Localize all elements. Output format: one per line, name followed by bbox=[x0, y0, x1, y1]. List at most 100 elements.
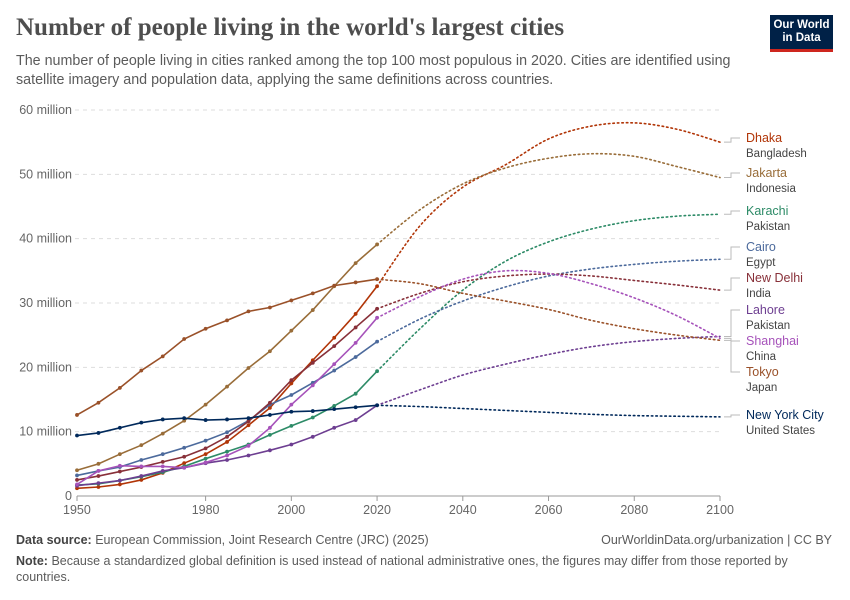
data-point-new-york-city bbox=[289, 409, 294, 414]
data-point-new-york-city bbox=[246, 416, 251, 421]
series-country-jakarta: Indonesia bbox=[746, 183, 796, 195]
x-tick-label: 2060 bbox=[535, 503, 563, 517]
data-point-tokyo bbox=[375, 277, 379, 282]
data-point-karachi bbox=[225, 449, 229, 454]
data-point-tokyo bbox=[289, 298, 294, 303]
data-point-cairo bbox=[203, 438, 208, 443]
series-label-tokyo: Tokyo bbox=[746, 365, 779, 379]
data-point-tokyo bbox=[246, 309, 251, 314]
note: Note: Because a standardized global defi… bbox=[16, 553, 826, 585]
projection-line-cairo bbox=[376, 258, 721, 343]
note-text: Because a standardized global definition… bbox=[16, 554, 788, 584]
data-point-tokyo bbox=[225, 318, 229, 323]
owid-logo[interactable]: Our World in Data bbox=[770, 15, 833, 52]
series-label-jakarta: Jakarta bbox=[746, 166, 787, 180]
data-point-cairo bbox=[160, 452, 165, 457]
data-point-new-york-city bbox=[375, 403, 379, 408]
data-point-cairo bbox=[225, 430, 229, 435]
data-point-new-delhi bbox=[160, 460, 165, 464]
data-point-new-york-city bbox=[310, 409, 315, 413]
data-point-lahore bbox=[225, 458, 229, 462]
y-tick-label: 50 million bbox=[19, 167, 72, 181]
label-connector bbox=[724, 172, 740, 179]
source-url[interactable]: OurWorldinData.org/urbanization | CC BY bbox=[601, 533, 832, 547]
label-connector bbox=[724, 210, 740, 215]
projection-line-tokyo bbox=[376, 278, 721, 342]
data-point-tokyo bbox=[182, 337, 187, 341]
data-point-lahore bbox=[139, 474, 144, 478]
series-country-dhaka: Bangladesh bbox=[746, 148, 807, 160]
data-point-new-york-city bbox=[160, 417, 165, 422]
data-point-dhaka bbox=[182, 461, 187, 466]
data-point-new-delhi bbox=[310, 360, 315, 365]
data-point-new-delhi bbox=[182, 454, 187, 459]
series-country-lahore: Pakistan bbox=[746, 320, 790, 332]
x-tick-label: 1980 bbox=[192, 503, 220, 517]
data-point-shanghai bbox=[203, 460, 208, 465]
projection-line-jakarta bbox=[376, 152, 721, 246]
data-point-tokyo bbox=[203, 326, 208, 331]
series-country-tokyo: Japan bbox=[746, 382, 777, 394]
data-point-dhaka bbox=[225, 440, 229, 444]
data-point-jakarta bbox=[117, 452, 122, 457]
series-label-lahore: Lahore bbox=[746, 303, 785, 317]
data-point-dhaka bbox=[139, 478, 144, 482]
data-point-new-york-city bbox=[75, 433, 79, 438]
data-point-shanghai bbox=[353, 340, 358, 345]
data-point-new-delhi bbox=[96, 474, 101, 478]
data-point-tokyo bbox=[96, 400, 101, 405]
data-point-new-york-city bbox=[203, 418, 208, 422]
projection-line-new-delhi bbox=[376, 273, 721, 310]
data-point-cairo bbox=[353, 355, 358, 359]
x-tick-label: 2000 bbox=[277, 503, 305, 517]
data-point-tokyo bbox=[117, 386, 122, 390]
data-point-jakarta bbox=[246, 366, 251, 370]
label-connector bbox=[724, 309, 740, 337]
data-point-jakarta bbox=[268, 349, 272, 354]
label-connector bbox=[724, 137, 740, 143]
data-point-jakarta bbox=[203, 402, 208, 407]
data-point-new-delhi bbox=[246, 419, 251, 424]
data-point-new-york-city bbox=[139, 420, 144, 425]
data-point-shanghai bbox=[75, 482, 79, 487]
data-point-lahore bbox=[332, 425, 337, 430]
data-point-new-delhi bbox=[203, 446, 208, 451]
data-point-jakarta bbox=[289, 328, 294, 333]
series-country-shanghai: China bbox=[746, 351, 777, 363]
data-point-dhaka bbox=[117, 482, 122, 487]
data-point-cairo bbox=[139, 458, 144, 462]
data-source: Data source: European Commission, Joint … bbox=[16, 533, 429, 547]
data-point-karachi bbox=[310, 415, 315, 420]
data-point-lahore bbox=[160, 469, 165, 473]
y-tick-label: 10 million bbox=[19, 425, 72, 439]
series-label-new-york-city: New York City bbox=[746, 408, 825, 422]
data-point-new-york-city bbox=[332, 407, 337, 412]
data-point-dhaka bbox=[332, 335, 337, 340]
label-connector bbox=[724, 414, 740, 418]
label-connector bbox=[724, 337, 740, 342]
data-point-shanghai bbox=[182, 465, 187, 470]
series-label-karachi: Karachi bbox=[746, 204, 788, 218]
data-point-shanghai bbox=[96, 469, 101, 473]
projection-line-shanghai bbox=[376, 269, 721, 340]
data-point-new-delhi bbox=[117, 469, 122, 474]
y-tick-label: 30 million bbox=[19, 296, 72, 310]
data-point-tokyo bbox=[353, 280, 358, 285]
data-point-karachi bbox=[375, 369, 379, 374]
data-point-lahore bbox=[353, 418, 358, 422]
data-point-shanghai bbox=[332, 362, 337, 367]
data-point-new-york-city bbox=[225, 417, 229, 422]
data-point-new-delhi bbox=[353, 325, 358, 330]
data-point-shanghai bbox=[310, 383, 315, 388]
data-point-jakarta bbox=[375, 242, 379, 247]
data-point-lahore bbox=[117, 478, 122, 483]
data-point-lahore bbox=[289, 442, 294, 447]
series-country-new-delhi: India bbox=[746, 288, 772, 300]
data-point-dhaka bbox=[246, 423, 251, 428]
data-point-lahore bbox=[310, 434, 315, 439]
data-point-jakarta bbox=[310, 308, 315, 312]
source-text: European Commission, Joint Research Cent… bbox=[95, 533, 429, 547]
source-label: Data source: bbox=[16, 533, 92, 547]
data-point-jakarta bbox=[353, 261, 358, 266]
data-point-karachi bbox=[268, 432, 272, 437]
